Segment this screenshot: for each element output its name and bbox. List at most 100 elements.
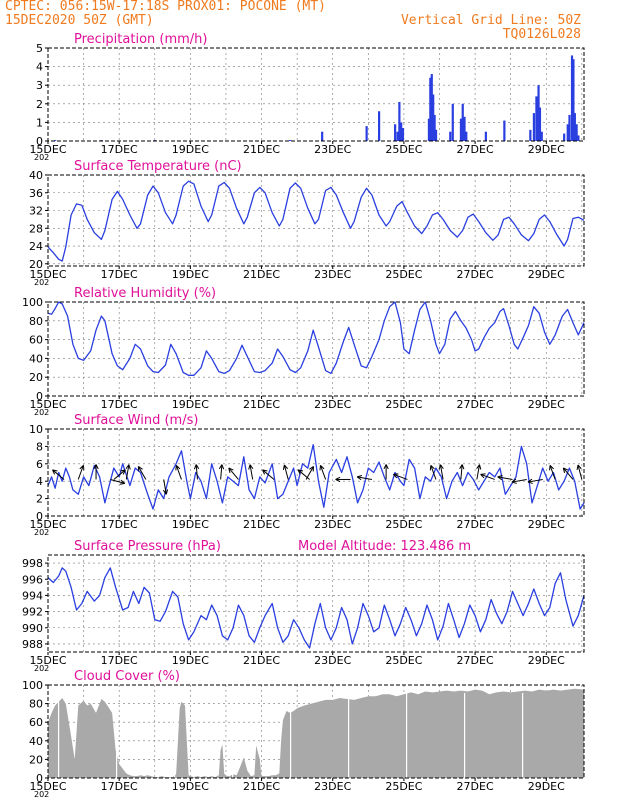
- cloud-gap: [464, 693, 466, 778]
- wind-arrow-head: [128, 464, 131, 470]
- x-tick-label: 27DEC: [457, 518, 494, 531]
- chart-header: CPTEC: 056:15W-17:18S PROX01: POCONE (MT…: [0, 0, 618, 48]
- wind-arrow-head: [193, 464, 197, 470]
- precip-bar: [459, 118, 463, 141]
- wind-arrow-head: [478, 464, 482, 470]
- cloud-gap: [522, 693, 524, 778]
- precip-bar: [532, 113, 536, 141]
- wind-arrow-head: [476, 464, 480, 470]
- wind-arrow-head: [165, 489, 169, 495]
- panel-title: Precipitation (mm/h): [74, 32, 207, 47]
- wind-arrow: [297, 469, 310, 480]
- precip-bar: [575, 124, 578, 141]
- wind-arrow-head: [52, 469, 58, 472]
- wind-arrow-head: [356, 475, 363, 478]
- y-tick-label: 36: [29, 187, 43, 200]
- y-tick-label: 988: [22, 638, 43, 651]
- cloud-gap: [174, 693, 176, 778]
- wind-arrow-head: [459, 464, 463, 470]
- precip-bar: [54, 140, 57, 141]
- wind-arrow: [195, 464, 198, 480]
- wind-arrow-head: [175, 465, 177, 471]
- panel-title: Cloud Cover (%): [74, 669, 180, 684]
- y-tick-label: 0: [36, 135, 43, 148]
- wind-arrow: [320, 465, 327, 480]
- y-tick-label: 24: [29, 240, 43, 253]
- wind-arrow-head: [480, 473, 485, 479]
- y-tick-label: 10: [29, 423, 43, 436]
- wind-arrow: [113, 469, 126, 480]
- precip-bar: [365, 126, 368, 141]
- y-tick-label: 100: [22, 296, 43, 309]
- wind-arrow-head: [93, 464, 97, 470]
- wind-arrow-head: [249, 464, 254, 470]
- precip-bar: [573, 113, 576, 141]
- x-tick-label: 25DEC: [385, 654, 422, 667]
- wind-arrow-head: [335, 476, 341, 480]
- wind-arrow: [357, 476, 372, 480]
- wind-arrow-head: [430, 465, 435, 470]
- panel-pressure: 988 990 992 994 996 998 15DEC 17DEC 19DEC 21DEC 23…: [22, 539, 585, 673]
- y-tick-label: 2: [36, 98, 43, 111]
- wind-arrow-head: [79, 465, 84, 470]
- panel-rh: 0 20 40 60 80 100 15DEC 17DEC 19DEC 21DEC 23DEC 25D…: [22, 286, 585, 417]
- wind-arrow: [163, 479, 167, 495]
- wind-arrow: [283, 464, 289, 480]
- wind-arrow-head: [335, 479, 341, 483]
- y-tick-label: 1: [36, 116, 43, 129]
- precip-bar: [289, 140, 292, 141]
- run-date-text: 15DEC2020 50Z (GMT): [5, 13, 154, 28]
- wind-arrow-head: [549, 465, 554, 470]
- wind-arrow: [220, 464, 223, 480]
- wind-arrow-head: [511, 481, 517, 484]
- x-tick-label: 27DEC: [457, 143, 494, 156]
- y-tick-label: 20: [29, 371, 43, 384]
- x-tick-label: 19DEC: [172, 654, 209, 667]
- wind-arrow-head: [297, 469, 301, 475]
- wind-arrow-head: [527, 478, 533, 483]
- cloud-gap: [58, 693, 60, 778]
- precip-bar: [434, 129, 438, 141]
- x-tick-label: 17DEC: [101, 518, 138, 531]
- wind-arrow: [439, 464, 444, 480]
- precip-bar: [563, 133, 566, 141]
- y-tick-label: 80: [29, 698, 43, 711]
- y-tick-label: 0: [36, 772, 43, 785]
- x-tick-label: 21DEC: [243, 268, 280, 281]
- y-tick-label: 28: [29, 222, 43, 235]
- x-tick-label: 29DEC: [528, 398, 565, 411]
- wind-arrow: [562, 467, 574, 480]
- panel-frame: [47, 174, 585, 267]
- model-code-text: TQ0126L028: [502, 27, 581, 42]
- wind-arrow-head: [297, 469, 304, 472]
- wind-arrow: [527, 478, 543, 483]
- wind-arrow-head: [309, 466, 314, 470]
- wind-arrow: [52, 469, 65, 480]
- wind-arrow-head: [562, 467, 566, 473]
- year-label: 202: [34, 278, 49, 287]
- x-tick-label: 27DEC: [457, 268, 494, 281]
- x-tick-label: 21DEC: [243, 398, 280, 411]
- precip-bar: [461, 103, 464, 141]
- x-tick-label: 19DEC: [172, 780, 209, 793]
- wind-arrow-head: [393, 473, 398, 479]
- y-tick-label: 3: [36, 79, 43, 92]
- y-tick-label: 80: [29, 315, 43, 328]
- panel-frame: [47, 301, 585, 397]
- x-tick-label: 25DEC: [385, 268, 422, 281]
- station-info-text: CPTEC: 056:15W-17:18S PROX01: POCONE (MT…: [5, 0, 326, 14]
- precip-bar: [566, 124, 569, 141]
- panel-annotation: Model Altitude: 123.486 m: [298, 539, 471, 554]
- wind-arrow: [577, 464, 583, 480]
- precip-bar: [400, 122, 403, 141]
- wind-arrow: [393, 473, 408, 480]
- wind-arrow-head: [393, 473, 399, 475]
- x-tick-label: 29DEC: [528, 143, 565, 156]
- wind-arrow-head: [122, 469, 126, 475]
- wind-arrow: [262, 469, 275, 480]
- x-tick-label: 23DEC: [314, 654, 351, 667]
- wind-arrow-head: [497, 475, 503, 478]
- wind-arrow: [110, 478, 125, 484]
- x-tick-label: 15DEC: [29, 654, 66, 667]
- wind-arrow: [549, 465, 556, 480]
